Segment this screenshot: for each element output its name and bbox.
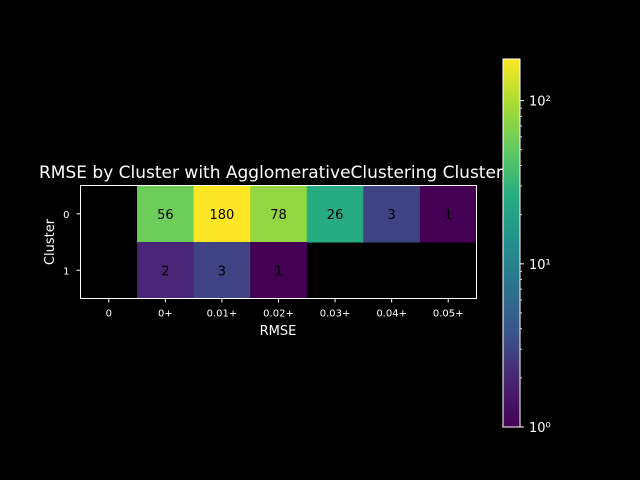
heatmap-cell: [250, 242, 308, 299]
heatmap-cell: [363, 185, 421, 243]
colorbar-tick-label: 10⁰: [529, 421, 551, 436]
x-tick-label: 0+: [158, 309, 173, 320]
heatmap-cell: [419, 185, 477, 243]
x-axis-label: RMSE: [260, 324, 297, 339]
cell-value-label: 1: [444, 208, 452, 223]
cell-value-label: 180: [210, 208, 235, 223]
heatmap-cells: [137, 185, 477, 299]
y-tick-label: 0: [63, 210, 69, 221]
colorbar-tick-label: 10¹: [529, 258, 551, 273]
colorbar-ticks: 10⁰ 10¹ 10²: [520, 95, 551, 436]
x-tick-label: 0.02+: [263, 309, 294, 320]
heatmap-cell: [193, 185, 251, 243]
x-tick-label: 0.05+: [433, 309, 464, 320]
cell-value-label: 3: [218, 264, 226, 279]
x-tick-label: 0.03+: [320, 309, 351, 320]
y-axis-label: Cluster: [43, 218, 58, 265]
heatmap-cell: [137, 242, 195, 299]
cell-value-label: 56: [157, 208, 174, 223]
x-axis-ticks: 0 0+ 0.01+ 0.02+ 0.03+ 0.04+ 0.05+: [106, 298, 464, 320]
colorbar-tick-label: 10²: [529, 95, 551, 110]
x-tick-label: 0.01+: [207, 309, 238, 320]
chart-title: RMSE by Cluster with AgglomerativeCluste…: [39, 163, 529, 183]
heatmap-cell-labels: 56 180 78 26 3 1 2 3 1: [157, 208, 452, 280]
colorbar: [502, 58, 521, 428]
cell-value-label: 78: [270, 208, 287, 223]
heatmap-cell: [137, 185, 195, 243]
cell-value-label: 26: [327, 208, 344, 223]
heatmap-cell: [306, 185, 364, 243]
cell-value-label: 1: [274, 264, 282, 279]
heatmap-cell: [193, 242, 251, 299]
x-tick-label: 0.04+: [376, 309, 407, 320]
y-axis-ticks: 01: [63, 210, 81, 277]
x-tick-label: 0: [106, 309, 112, 320]
y-tick-label: 1: [63, 266, 69, 277]
cell-value-label: 2: [161, 264, 169, 279]
heatmap-cell: [250, 185, 308, 243]
cell-value-label: 3: [388, 208, 396, 223]
